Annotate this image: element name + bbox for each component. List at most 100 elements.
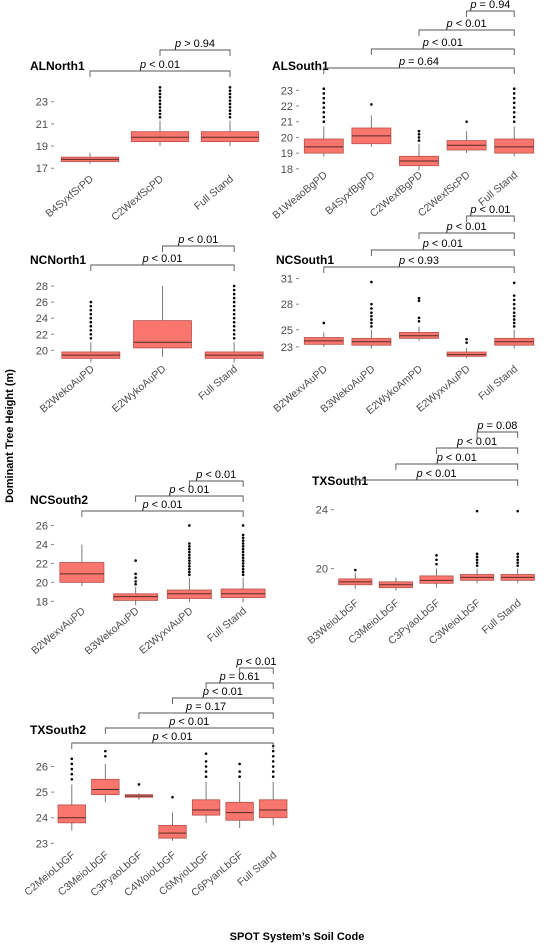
outlier-point: [241, 573, 245, 577]
box-c3weiolbgf: [460, 509, 495, 584]
outlier-point: [516, 555, 519, 559]
outlier-point: [417, 139, 421, 142]
bracket-line: [466, 10, 515, 17]
outlier-point: [435, 554, 438, 557]
category-label: C2WexfScPD: [416, 169, 473, 220]
y-tick-label: 24: [316, 505, 328, 517]
outlier-point: [370, 103, 373, 106]
outlier-point: [271, 770, 275, 773]
p-value-label: p < 0.01: [141, 253, 182, 265]
outlier-point: [188, 542, 191, 545]
y-tick-label: 24: [36, 813, 48, 825]
outlier-point: [204, 765, 208, 768]
outlier-point: [322, 120, 326, 124]
outlier-point: [241, 547, 245, 551]
outlier-point: [512, 311, 516, 315]
bracket-line: [71, 742, 274, 749]
outlier-point: [271, 749, 275, 753]
y-tick-label: 23: [281, 342, 293, 354]
box-iqr: [191, 799, 221, 816]
outlier-point: [232, 304, 236, 308]
outlier-point: [241, 550, 245, 554]
box-c2meiolbgf: [57, 757, 86, 831]
bracket-line: [370, 249, 515, 256]
outlier-point: [89, 308, 93, 312]
outlier-point: [188, 545, 191, 548]
box-c3pyaolbgf: [124, 783, 154, 800]
outlier-point: [516, 564, 519, 567]
outlier-point: [512, 106, 516, 109]
outlier-point: [322, 106, 326, 109]
significance-bracket: p < 0.01: [81, 499, 244, 517]
outlier-point: [188, 556, 191, 560]
box-b2wexvaupd: [303, 321, 344, 347]
y-tick-label: 21: [36, 119, 48, 131]
outlier-point: [89, 320, 93, 324]
outlier-point: [322, 87, 326, 91]
y-tick-label: 20: [316, 564, 328, 576]
significance-bracket: p < 0.01: [418, 221, 515, 239]
bracket-line: [159, 49, 231, 56]
outlier-point: [232, 292, 236, 296]
outlier-point: [512, 120, 516, 124]
p-value-label: p < 0.01: [168, 484, 209, 496]
outlier-point: [241, 545, 245, 548]
outlier-point: [322, 101, 326, 105]
bracket-line: [418, 232, 515, 239]
outlier-point: [188, 550, 191, 554]
category-label: B2WekoAuPD: [38, 363, 97, 415]
outlier-point: [271, 765, 275, 768]
p-value-label: p = 0.61: [219, 671, 260, 683]
outlier-point: [228, 112, 232, 116]
outlier-point: [417, 299, 421, 303]
outlier-point: [370, 311, 373, 315]
outlier-point: [512, 307, 516, 310]
outlier-point: [322, 115, 326, 119]
bracket-line: [395, 463, 519, 470]
panel-title: TXSouth1: [312, 474, 368, 488]
outlier-point: [188, 573, 191, 577]
box-c6pyanlbgf: [225, 762, 254, 828]
box-c2wexfscpd: [130, 86, 190, 147]
outlier-point: [241, 556, 245, 560]
significance-bracket: p < 0.01: [188, 469, 244, 487]
box-c2wexfscpd: [446, 120, 487, 154]
p-value-label: p = 0.17: [185, 701, 226, 713]
bracket-line: [162, 245, 235, 252]
category-label: B2WexvAuPD: [29, 605, 88, 657]
p-value-label: p < 0.01: [235, 656, 276, 668]
y-tick-label: 21: [281, 117, 293, 129]
p-value-label: p < 0.01: [446, 18, 487, 30]
outlier-point: [228, 86, 232, 89]
outlier-point: [232, 296, 236, 300]
box-iqr: [133, 320, 192, 349]
outlier-point: [435, 562, 438, 566]
box-full-stand: [494, 87, 535, 157]
panel-title: ALNorth1: [30, 59, 85, 73]
outlier-point: [512, 110, 516, 114]
outlier-point: [241, 536, 245, 540]
outlier-point: [370, 321, 373, 325]
box-b2wexvaupd: [59, 544, 105, 587]
panel-txsouth2: TXSouth223242526C2MeioLbGFC3MeioLbGFC3Py…: [22, 656, 288, 899]
panel-title: TXSouth2: [30, 723, 86, 737]
outlier-point: [89, 328, 93, 332]
outlier-point: [370, 307, 373, 310]
significance-bracket: p < 0.01: [89, 59, 231, 77]
bracket-line: [323, 266, 515, 273]
outlier-point: [232, 284, 236, 288]
significance-bracket: p = 0.64: [323, 56, 515, 74]
outlier-point: [228, 102, 232, 106]
outlier-point: [512, 101, 516, 105]
x-axis-label: SPOT System’s Soil Code: [230, 931, 365, 943]
box-b3wekoaupd: [351, 280, 392, 349]
outlier-point: [232, 320, 236, 324]
p-value-label: p < 0.01: [151, 731, 192, 743]
bracket-line: [188, 480, 244, 487]
outlier-point: [70, 762, 74, 766]
bracket-line: [172, 697, 274, 704]
significance-bracket: p = 0.17: [138, 701, 274, 719]
y-tick-label: 25: [281, 325, 293, 337]
outlier-point: [475, 509, 479, 513]
